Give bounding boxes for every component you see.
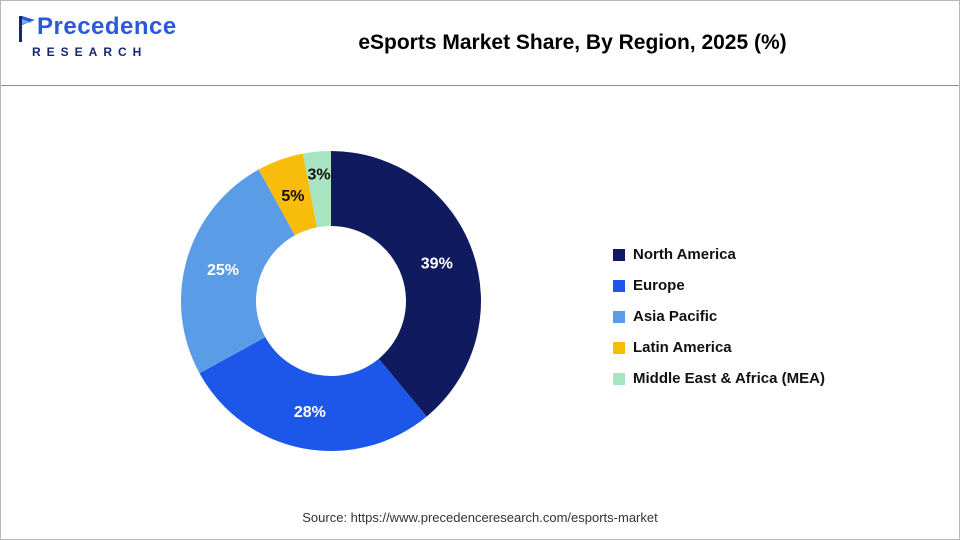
donut-segment-1 xyxy=(199,337,427,452)
page-title: eSports Market Share, By Region, 2025 (%… xyxy=(358,31,787,54)
header: Precedence RESEARCH eSports Market Share… xyxy=(1,1,959,86)
legend-label-2: Asia Pacific xyxy=(633,308,718,325)
legend-item-3: Latin America xyxy=(613,332,825,363)
legend-label-1: Europe xyxy=(633,277,685,294)
donut-chart-svg: 39% 28% 25% 5%3% xyxy=(180,151,481,452)
donut-segment-2 xyxy=(180,169,295,374)
flag-icon xyxy=(19,16,35,42)
legend-item-4: Middle East & Africa (MEA) xyxy=(613,363,825,394)
segment-label-4: 3% xyxy=(307,167,330,184)
legend-swatch-0 xyxy=(613,248,625,261)
logo-text-line2: RESEARCH xyxy=(32,45,148,59)
legend-swatch-1 xyxy=(613,279,625,292)
legend-item-1: Europe xyxy=(613,270,825,301)
legend-swatch-2 xyxy=(613,310,625,323)
precedence-research-logo: Precedence RESEARCH xyxy=(19,15,177,58)
chart-legend: North America Europe Asia Pacific Latin Ame… xyxy=(613,239,825,394)
segment-label-2: 25% xyxy=(207,262,239,279)
segment-label-0: 39% xyxy=(421,256,453,273)
donut-chart: 39% 28% 25% 5% 3% xyxy=(151,121,511,481)
legend-label-3: Latin America xyxy=(633,339,732,356)
source-text: Source: https://www.precedenceresearch.c… xyxy=(302,510,658,525)
legend-item-0: North America xyxy=(613,239,825,270)
donut-segment-0 xyxy=(331,151,481,417)
segment-label-1: 28% xyxy=(294,404,326,421)
donut-segment-3 xyxy=(258,153,317,236)
donut-segment-4 xyxy=(302,151,331,228)
legend-item-2: Asia Pacific xyxy=(613,301,825,332)
legend-swatch-3 xyxy=(613,341,625,354)
legend-label-0: North America xyxy=(633,246,736,263)
segment-label-3: 5% xyxy=(281,188,304,205)
legend-swatch-4 xyxy=(613,372,625,385)
legend-label-4: Middle East & Africa (MEA) xyxy=(633,370,825,387)
logo-text-line1: Precedence xyxy=(37,13,177,40)
